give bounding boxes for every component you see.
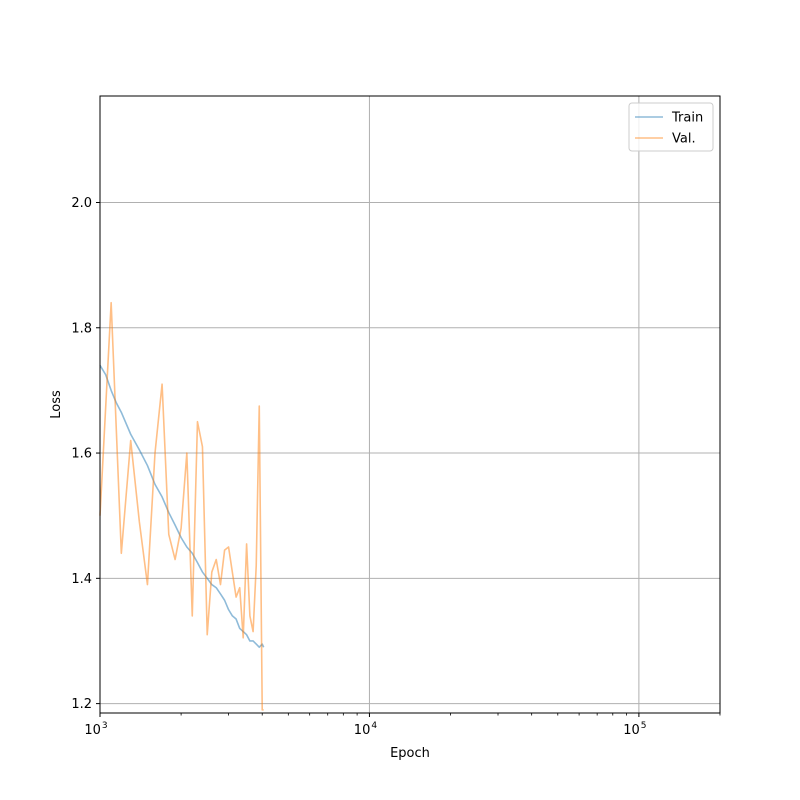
legend-label: Val.: [672, 132, 696, 147]
plot-frame: [99, 95, 721, 714]
y-tick-label: 1.2: [71, 697, 92, 712]
legend: Train Val.: [628, 102, 714, 152]
y-tick-label: 1.4: [71, 572, 92, 587]
y-tick-label: 1.6: [71, 447, 92, 462]
series-layer: [99, 301, 265, 711]
y-tick-label: 1.8: [71, 321, 92, 336]
series-line-val: [99, 301, 264, 711]
legend-label: Train: [671, 111, 703, 126]
y-tick-label: 2.0: [71, 196, 92, 211]
y-axis-label: Loss: [49, 390, 64, 419]
x-axis-label: Epoch: [390, 746, 430, 761]
series-line-train: [99, 364, 265, 649]
legend-box: [628, 102, 714, 152]
